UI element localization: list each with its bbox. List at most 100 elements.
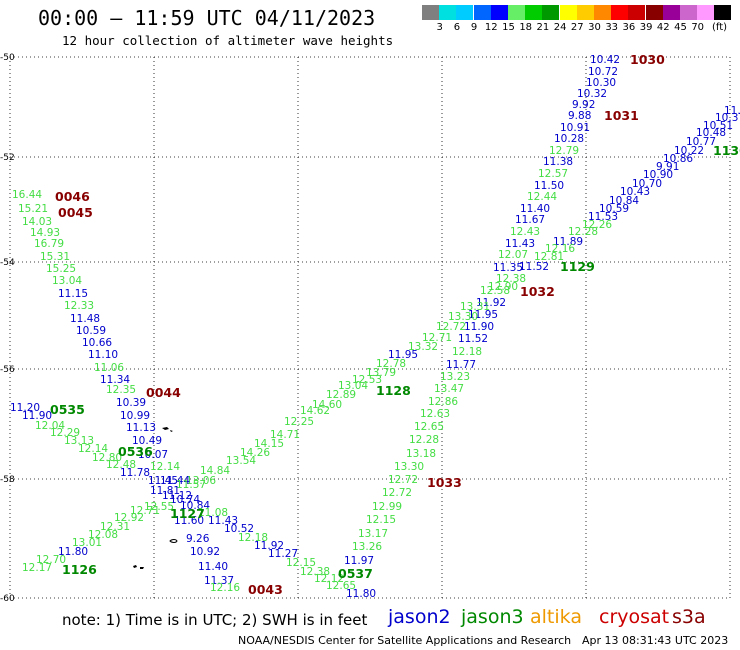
legend-label: 45 bbox=[674, 22, 687, 33]
swh-value: 10.43 bbox=[620, 186, 650, 198]
swh-value: 12.71 bbox=[130, 505, 160, 517]
pass-time-label: 0536 bbox=[118, 444, 153, 459]
swh-value: 12.29 bbox=[50, 427, 80, 439]
swh-value: 10.07 bbox=[138, 449, 168, 461]
swh-value: 13.04 bbox=[52, 275, 82, 287]
swh-value: 15.31 bbox=[40, 251, 70, 263]
legend-swatch bbox=[542, 5, 560, 20]
swh-value: 12.25 bbox=[284, 416, 314, 428]
swh-value: 10.66 bbox=[82, 337, 112, 349]
footnote: note: 1) Time is in UTC; 2) SWH is in fe… bbox=[62, 611, 368, 629]
swh-value: 10.39 bbox=[116, 397, 146, 409]
pass-time-label: 1129 bbox=[560, 259, 595, 274]
legend-swatch bbox=[628, 5, 646, 20]
swh-value: 15.21 bbox=[18, 203, 48, 215]
swh-value: 11.50 bbox=[534, 180, 564, 192]
swh-value: 12.08 bbox=[88, 529, 118, 541]
swh-value: 11.40 bbox=[198, 561, 228, 573]
swh-value: 12.90 bbox=[488, 281, 518, 293]
swh-value: 10.42 bbox=[590, 54, 620, 66]
swh-value: 11.80 bbox=[58, 546, 88, 558]
swh-value: 13.06 bbox=[186, 475, 216, 487]
swh-value: 12.53 bbox=[352, 374, 382, 386]
swh-value: 10.59 bbox=[76, 325, 106, 337]
pass-time-label: 0537 bbox=[338, 566, 373, 581]
swh-value: 12.63 bbox=[420, 408, 450, 420]
swh-value: 11.06 bbox=[94, 362, 124, 374]
axis-tick-labels: -30-27-24-21-18-15-50-52-54-56-58-60 bbox=[0, 53, 15, 604]
generation-timestamp: Apr 13 08:31:43 UTC 2023 bbox=[582, 634, 729, 647]
legend-swatch bbox=[473, 5, 491, 20]
island-south-sandwich-2 bbox=[133, 565, 144, 569]
legend-swatch bbox=[422, 5, 439, 20]
swh-value: 11.35 bbox=[493, 262, 523, 274]
pass-time-label: 0043 bbox=[248, 582, 283, 597]
latitude-tick-label: -50 bbox=[0, 53, 15, 63]
swh-value: 14.71 bbox=[270, 429, 300, 441]
swh-value: 11.45 bbox=[148, 475, 178, 487]
pass-time-label: 0044 bbox=[146, 385, 181, 400]
legend-label: 42 bbox=[656, 22, 670, 33]
swh-value: 11.97 bbox=[344, 555, 374, 567]
latitude-tick-label: -54 bbox=[0, 258, 15, 268]
pass-time-label: 0535 bbox=[50, 402, 85, 417]
swh-value: 11.57 bbox=[176, 479, 206, 491]
swh-value: 10.90 bbox=[643, 169, 673, 181]
pass-time-label: 0045 bbox=[58, 205, 93, 220]
swh-value: 12.89 bbox=[326, 389, 356, 401]
pass-time-label: 0046 bbox=[55, 189, 90, 204]
swh-value: 10.70 bbox=[632, 178, 662, 190]
swh-value: 11.77 bbox=[446, 359, 476, 371]
latitude-tick-label: -52 bbox=[0, 153, 15, 163]
swh-value: 11.43 bbox=[208, 515, 238, 527]
legend-swatch bbox=[559, 5, 577, 20]
swh-value: 10.77 bbox=[686, 136, 716, 148]
swh-value: 11.10 bbox=[88, 349, 118, 361]
swh-value: 12.65 bbox=[414, 421, 444, 433]
satellite-altika: altika bbox=[530, 606, 582, 628]
swh-value: 11.27 bbox=[268, 548, 298, 560]
legend-label: 39 bbox=[639, 22, 653, 33]
legend-label: 12 bbox=[484, 22, 498, 33]
swh-value: 12.12 bbox=[314, 573, 344, 585]
swh-value: 11.15 bbox=[58, 288, 88, 300]
swh-value: 11.08 bbox=[198, 507, 228, 519]
swh-value: 11.80 bbox=[346, 588, 376, 600]
swh-value: 11.37 bbox=[204, 575, 234, 587]
swh-value: 12.14 bbox=[78, 443, 108, 455]
swh-value: 11. bbox=[724, 105, 740, 117]
legend-label: 21 bbox=[536, 22, 550, 33]
swh-value: 11.44 bbox=[160, 475, 190, 487]
swh-value: 13.54 bbox=[226, 455, 256, 467]
swh-value: 12.18 bbox=[238, 532, 268, 544]
swh-value: 10.92 bbox=[190, 546, 220, 558]
swh-value: 11.95 bbox=[388, 349, 418, 361]
swh-value: 9.92 bbox=[572, 99, 595, 111]
swh-value: 12.38 bbox=[300, 566, 330, 578]
pass-time-label: 1127 bbox=[170, 506, 205, 521]
legend-swatch bbox=[456, 5, 474, 20]
legend-label: 15 bbox=[502, 22, 515, 33]
legend-swatch bbox=[645, 5, 663, 20]
swh-value: 14.84 bbox=[200, 465, 230, 477]
swh-value: 13.23 bbox=[440, 371, 470, 383]
chart-subtitle: 12 hour collection of altimeter wave hei… bbox=[62, 33, 394, 48]
swh-value: 12.71 bbox=[422, 332, 452, 344]
altimeter-map: -30-27-24-21-18-15-50-52-54-56-58-60 10.… bbox=[0, 52, 740, 604]
swh-value: 13.18 bbox=[406, 448, 436, 460]
swh-value: 11.34 bbox=[100, 374, 130, 386]
swh-value: 12.48 bbox=[106, 459, 136, 471]
swh-value: 12.04 bbox=[35, 420, 65, 432]
graticule bbox=[9, 56, 731, 599]
latitude-tick-label: -58 bbox=[0, 475, 15, 485]
swh-value: 10.86 bbox=[663, 153, 693, 165]
pass-time-label: 1128 bbox=[376, 383, 411, 398]
swh-value: 10.51 bbox=[703, 120, 733, 132]
legend-swatch bbox=[611, 5, 629, 20]
legend-swatch bbox=[662, 5, 680, 20]
swh-value: 12.28 bbox=[409, 434, 439, 446]
swh-value: 14.60 bbox=[312, 399, 342, 411]
legend-label: 18 bbox=[519, 22, 533, 33]
swh-value: 13.13 bbox=[64, 435, 94, 447]
swh-value: 12.35 bbox=[106, 384, 136, 396]
